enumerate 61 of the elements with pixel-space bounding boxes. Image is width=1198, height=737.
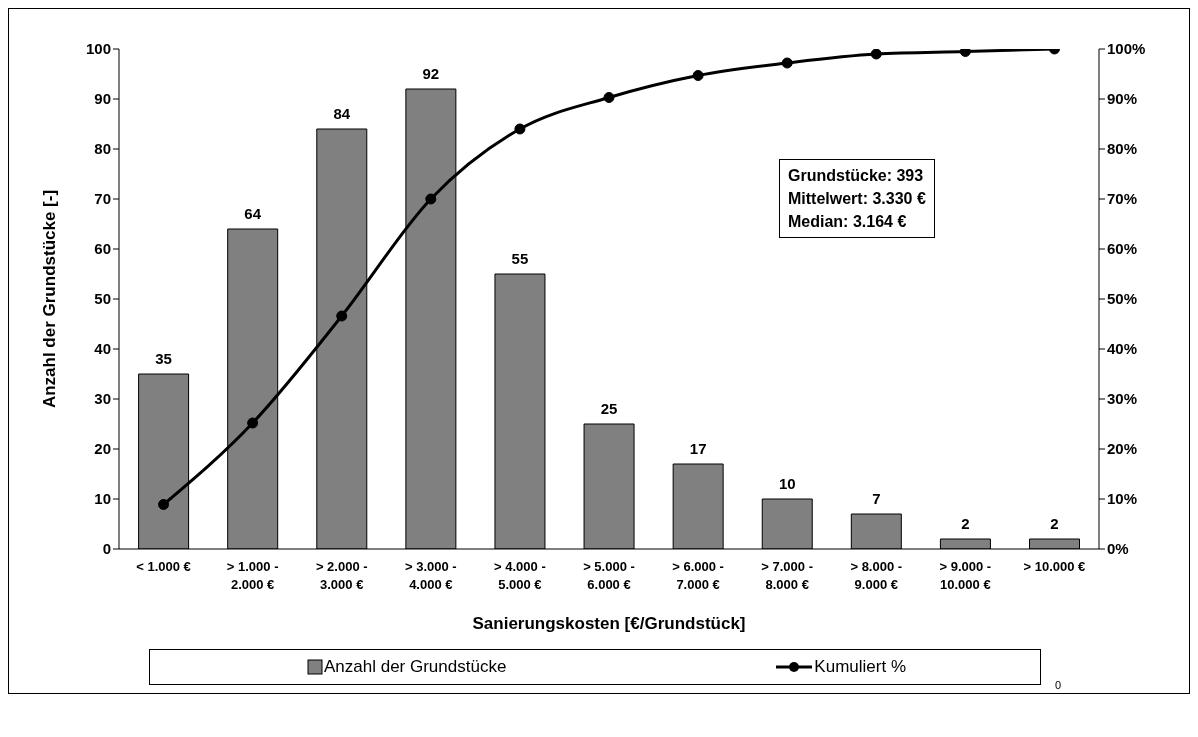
y-axis-title: Anzahl der Grundstücke [-] xyxy=(40,189,60,409)
text: 0 xyxy=(1054,679,1061,691)
data-label: 10 xyxy=(778,475,796,492)
point xyxy=(692,70,704,81)
annotation: Median: 3.164 € xyxy=(788,212,908,232)
y2-tick-label: 80% xyxy=(1107,140,1138,158)
y-tick-label: 50 xyxy=(94,290,111,308)
x-tick-label: > 5.000 - 6.000 € xyxy=(583,559,635,592)
data-label: 55 xyxy=(511,250,529,267)
y2-tick-label: 100% xyxy=(1107,40,1146,58)
y-tick-label: 30 xyxy=(94,390,111,408)
data-label: 2 xyxy=(1050,515,1059,532)
annotation: Grundstücke: 393 xyxy=(788,166,925,186)
data-label: 64 xyxy=(244,205,262,222)
x-tick-label: > 4.000 - 5.000 € xyxy=(494,559,546,592)
annotation: Mittelwert: 3.330 € xyxy=(788,189,926,209)
y2-tick-label: 60% xyxy=(1107,240,1138,258)
y-tick-label: 60 xyxy=(94,240,111,258)
y2-tick-label: 70% xyxy=(1107,190,1138,208)
point xyxy=(603,92,615,103)
data-label: 17 xyxy=(689,440,707,457)
x-tick-label: > 2.000 - 3.000 € xyxy=(315,559,368,592)
x-tick-label: < 1.000 € xyxy=(136,559,191,574)
y-tick-label: 20 xyxy=(94,440,111,458)
x-tick-label: > 3.000 - 4.000 € xyxy=(404,559,457,592)
point xyxy=(870,49,882,60)
y2-tick-label: 40% xyxy=(1107,340,1138,358)
point xyxy=(247,417,259,429)
y2-tick-label: 10% xyxy=(1107,490,1138,508)
data-label: 2 xyxy=(961,515,970,532)
y2-tick-label: 0% xyxy=(1107,540,1129,558)
y-tick-label: 100 xyxy=(85,40,111,58)
point xyxy=(158,499,170,510)
x-tick-label: > 6.000 - 7.000 € xyxy=(672,559,724,592)
y-tick-label: 10 xyxy=(94,490,111,508)
x-tick-label: > 7.000 - 8.000 € xyxy=(761,559,814,592)
data-label: 92 xyxy=(422,65,440,82)
x-tick-label: > 8.000 - 9.000 € xyxy=(850,559,903,592)
data-label: 7 xyxy=(872,490,881,507)
x-tick-label: > 1.000 - 2.000 € xyxy=(226,559,279,592)
x-axis-title: Sanierungskosten [€/Grundstück] xyxy=(472,614,746,633)
x-tick-label: > 10.000 € xyxy=(1023,559,1086,574)
data-label: 35 xyxy=(155,350,172,367)
y-tick-label: 90 xyxy=(94,90,111,108)
y2-tick-label: 90% xyxy=(1107,90,1138,108)
legend-label: Anzahl der Grundstücke xyxy=(323,657,507,677)
y2-tick-label: 50% xyxy=(1107,290,1138,308)
y-tick-label: 70 xyxy=(94,190,111,208)
y-tick-label: 80 xyxy=(94,140,111,158)
y-tick-label: 40 xyxy=(94,340,111,358)
point xyxy=(425,193,437,205)
data-label: 25 xyxy=(600,400,618,417)
y2-tick-label: 20% xyxy=(1107,440,1138,458)
y2-tick-label: 30% xyxy=(1107,390,1138,408)
point xyxy=(336,310,348,322)
data-label: 84 xyxy=(333,105,351,122)
point xyxy=(781,57,793,69)
x-tick-label: > 9.000 - 10.000 € xyxy=(939,559,992,592)
legend-label: Kumuliert % xyxy=(814,657,906,677)
point xyxy=(514,123,526,135)
y-tick-label: 0 xyxy=(102,540,111,558)
